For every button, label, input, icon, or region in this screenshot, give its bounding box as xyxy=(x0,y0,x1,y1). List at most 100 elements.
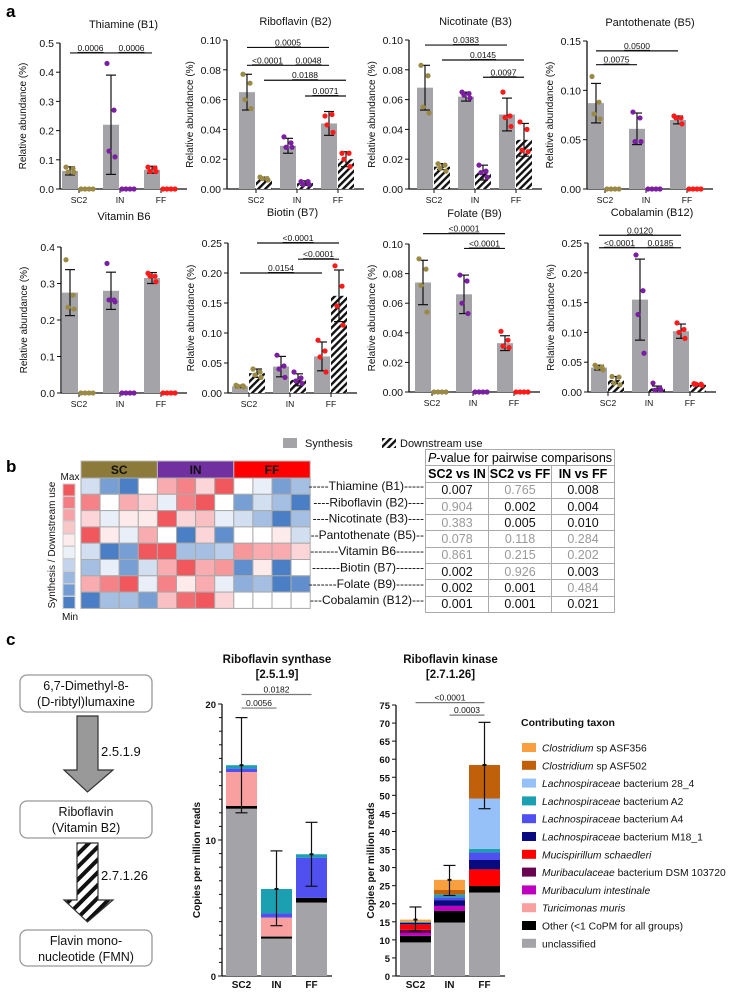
group-header-label: FF xyxy=(265,463,280,477)
y-tick-label: 25 xyxy=(379,882,390,893)
data-point xyxy=(439,389,445,395)
heatmap-cell xyxy=(137,575,158,593)
stack-segment xyxy=(434,905,465,911)
heatmap-cell xyxy=(214,591,235,609)
y-tick-label: 45 xyxy=(379,809,390,820)
x-tick-label: FF xyxy=(156,195,166,205)
data-point xyxy=(282,374,288,380)
heatmap-cell xyxy=(252,542,273,561)
bar-chart-3: Nicotinate (B3) Relative abundance (%) 0.0… xyxy=(367,16,542,205)
panel-label-a: a xyxy=(6,2,16,21)
data-point xyxy=(457,272,463,278)
heatmap-cell xyxy=(118,542,139,561)
p-value-label: 0.0006 xyxy=(78,43,104,53)
p-value-cell: 0.002 xyxy=(425,579,489,597)
data-point xyxy=(612,186,618,192)
heatmap-cell xyxy=(80,510,101,528)
heatmap-cell xyxy=(271,510,292,528)
data-point xyxy=(82,186,88,192)
heatmap-cell xyxy=(118,510,139,528)
color-scale-step xyxy=(62,483,76,497)
heatmap-row-label: -----Thiamine (B1)----- xyxy=(309,479,424,493)
data-point xyxy=(653,186,659,192)
chart-subtitle: [2.5.1.9] xyxy=(256,669,299,681)
y-tick-label: 65 xyxy=(379,737,390,748)
heatmap-cell xyxy=(156,477,177,495)
color-scale-step xyxy=(62,558,76,572)
heatmap-cell xyxy=(118,591,139,609)
x-tick-label: IN xyxy=(445,980,455,991)
legend-taxon-italic: Muribaculum intestinale xyxy=(542,886,650,897)
data-point xyxy=(459,300,465,306)
data-point xyxy=(252,372,258,378)
color-scale-step xyxy=(62,533,76,547)
pvalue-table-title: P-value for pairwise comparisons xyxy=(425,448,615,467)
data-point xyxy=(600,367,606,373)
heatmap-cell xyxy=(214,575,235,593)
p-value-cell: 0.383 xyxy=(425,514,489,532)
data-point xyxy=(106,148,112,154)
compound-box xyxy=(19,800,153,839)
data-point xyxy=(145,164,151,170)
y-tick-label: 0.04 xyxy=(383,124,404,136)
stack-segment xyxy=(400,933,431,936)
data-point xyxy=(483,168,489,174)
data-point xyxy=(609,373,615,380)
data-point xyxy=(106,297,112,303)
heatmap-cell xyxy=(290,559,311,577)
data-point xyxy=(347,164,353,170)
data-point xyxy=(300,181,306,188)
data-point xyxy=(425,73,431,79)
data-point xyxy=(589,73,595,80)
y-tick-label: 0.0 xyxy=(40,388,55,400)
data-point xyxy=(637,115,643,121)
heatmap-row-label: -------Vitamin B6------- xyxy=(310,544,424,558)
downstream-bar xyxy=(256,178,272,189)
data-point xyxy=(596,99,602,105)
heatmap-cell xyxy=(214,526,235,544)
y-axis-label: Relative abundance (%) xyxy=(545,62,556,169)
data-point xyxy=(645,186,651,192)
legend-item-label: Lachnospiraceae bacterium 28_4 xyxy=(542,779,695,790)
synthesis-bar xyxy=(103,290,119,393)
data-point xyxy=(507,113,513,119)
data-point xyxy=(258,374,264,380)
y-axis-label: Copies per million reads xyxy=(192,801,203,918)
heatmap-cell xyxy=(137,510,158,528)
x-tick-label: IN xyxy=(286,399,295,409)
y-tick-label: 0.1 xyxy=(39,155,54,167)
heatmap-cell xyxy=(118,526,139,544)
legend-taxon-rest: Other (<1 CoPM for all groups) xyxy=(542,922,683,933)
p-value-label: 0.0500 xyxy=(624,41,650,51)
legend-taxon-rest: sp ASF502 xyxy=(594,761,648,772)
compound-name: Flavin mono- xyxy=(50,934,122,948)
stack-segment xyxy=(296,902,327,976)
heatmap-cell xyxy=(214,559,235,577)
heatmap-cell xyxy=(233,526,254,544)
data-point xyxy=(283,144,289,150)
legend-taxon-italic: Clostridium xyxy=(542,761,594,772)
data-point xyxy=(418,282,424,289)
data-point xyxy=(698,186,704,192)
y-tick-label: 0 xyxy=(211,972,216,983)
y-tick-label: 0.08 xyxy=(383,65,404,77)
data-point xyxy=(235,383,241,389)
data-point xyxy=(591,111,597,117)
table-row: 0.002 0.001 0.484 xyxy=(425,579,615,597)
bar-chart-8: Cobalamin (B12) Relative abundance (%) 0.0… xyxy=(546,207,716,408)
data-point xyxy=(693,381,699,387)
color-scale-step xyxy=(62,496,76,509)
y-tick-label: 0.4 xyxy=(39,67,54,79)
data-point xyxy=(242,97,248,103)
stack-segment xyxy=(469,869,500,887)
y-axis-label: Relative abundance (%) xyxy=(185,61,196,168)
chart-title: Riboflavin kinase xyxy=(403,654,498,666)
p-value-label: <0.0001 xyxy=(252,55,283,65)
data-point xyxy=(299,380,305,386)
p-value-label: 0.0003 xyxy=(454,705,480,715)
chart-title: Biotin (B7) xyxy=(267,207,318,219)
data-point xyxy=(247,80,253,86)
data-point xyxy=(111,107,117,113)
data-point xyxy=(82,390,88,396)
